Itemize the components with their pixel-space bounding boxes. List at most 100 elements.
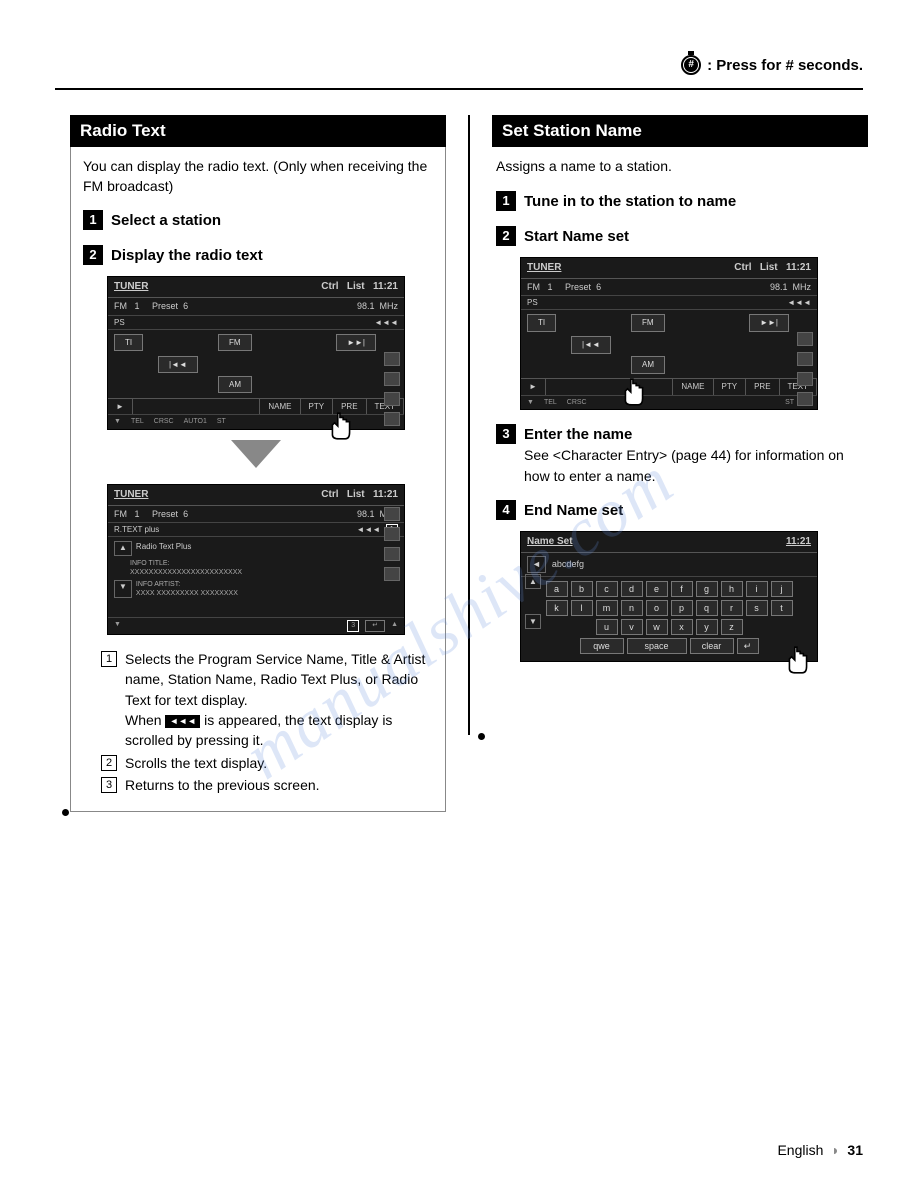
tuner-title: TUNER <box>114 280 148 294</box>
note1-extra-a: When <box>125 712 165 728</box>
kb-key-v[interactable]: v <box>621 619 643 635</box>
scroll-icon-2[interactable]: ◄◄◄ <box>357 525 381 534</box>
kb-key-clear[interactable]: clear <box>690 638 734 654</box>
note-text: Scrolls the text display. <box>125 753 267 773</box>
step-2-left: 2 Display the radio text <box>83 245 433 266</box>
tuner-band-num: 1 <box>135 301 140 311</box>
tuner-preset-num: 6 <box>183 509 188 519</box>
kb-key-c[interactable]: c <box>596 581 618 597</box>
kb-key-j[interactable]: j <box>771 581 793 597</box>
tuner-list: List <box>347 281 365 292</box>
kb-key-space[interactable]: space <box>627 638 687 654</box>
header-note-text: : Press for # seconds. <box>707 57 863 74</box>
step-label: Tune in to the station to name <box>524 191 736 212</box>
kb-key-z[interactable]: z <box>721 619 743 635</box>
step-label: Start Name set <box>524 226 629 247</box>
tuner-band: FM <box>114 509 127 519</box>
btn-am[interactable]: AM <box>631 356 665 373</box>
arrow-up-button[interactable]: ▲ <box>114 541 132 555</box>
btn-next[interactable]: ►►| <box>336 334 376 351</box>
kb-key-t[interactable]: t <box>771 600 793 616</box>
info-title-val: XXXXXXXXXXXXXXXXXXXXXXXX <box>130 568 398 577</box>
tuner-preset-num: 6 <box>596 282 601 292</box>
step-1-right: 1 Tune in to the station to name <box>496 191 864 212</box>
tab-pre[interactable]: PRE <box>746 379 779 394</box>
column-divider <box>468 115 470 735</box>
step-1-left: 1 Select a station <box>83 210 433 231</box>
tab-pty[interactable]: PTY <box>714 379 747 394</box>
tab-play[interactable]: ► <box>108 399 133 414</box>
foot-st: ST <box>785 398 794 408</box>
kb-key-l[interactable]: l <box>571 600 593 616</box>
tuner-ctrl: Ctrl <box>734 262 751 273</box>
tuner-screen-2: TUNER Ctrl List 11:21 FM 1 Preset 6 <box>107 484 405 636</box>
kb-key-n[interactable]: n <box>621 600 643 616</box>
kb-key-qwe[interactable]: qwe <box>580 638 624 654</box>
bullet-dot <box>62 809 69 816</box>
tuner-title: TUNER <box>527 261 561 275</box>
step-label: Display the radio text <box>111 245 263 266</box>
kb-key-w[interactable]: w <box>646 619 668 635</box>
btn-fm[interactable]: FM <box>631 314 665 331</box>
kb-key-q[interactable]: q <box>696 600 718 616</box>
kb-back-arrow[interactable]: ◄ <box>527 556 546 573</box>
kb-key-a[interactable]: a <box>546 581 568 597</box>
kb-key-f[interactable]: f <box>671 581 693 597</box>
tuner-unit: MHz <box>380 301 399 311</box>
kb-key-m[interactable]: m <box>596 600 618 616</box>
left-column: Radio Text You can display the radio tex… <box>70 115 446 812</box>
kb-key-r[interactable]: r <box>721 600 743 616</box>
btn-ti[interactable]: TI <box>527 314 556 331</box>
kb-key-i[interactable]: i <box>746 581 768 597</box>
back-button[interactable]: ↵ <box>365 620 385 632</box>
btn-fm[interactable]: FM <box>218 334 252 351</box>
btn-prev[interactable]: |◄◄ <box>158 356 198 373</box>
kb-key-h[interactable]: h <box>721 581 743 597</box>
info-artist-val: XXXX XXXXXXXXX XXXXXXXX <box>136 589 398 598</box>
footer-lang: English <box>777 1142 823 1158</box>
tuner-ps: PS <box>114 317 125 328</box>
arrow-down-button[interactable]: ▼ <box>114 580 132 598</box>
note-text: Selects the Program Service Name, Title … <box>125 651 425 708</box>
step-num: 3 <box>496 424 516 444</box>
section-header-radio-text: Radio Text <box>70 115 446 147</box>
bullet-dot <box>478 733 485 740</box>
kb-scroll-up[interactable]: ▲ <box>525 574 541 589</box>
header-note: : Press for # seconds. <box>681 55 863 75</box>
tab-name[interactable]: NAME <box>673 379 713 394</box>
kb-key-o[interactable]: o <box>646 600 668 616</box>
kb-key-s[interactable]: s <box>746 600 768 616</box>
btn-am[interactable]: AM <box>218 376 252 393</box>
kb-key-x[interactable]: x <box>671 619 693 635</box>
text-mode: R.TEXT plus <box>114 524 159 535</box>
ann-3: 3 <box>347 620 359 632</box>
btn-ti[interactable]: TI <box>114 334 143 351</box>
tuner-unit: MHz <box>793 282 812 292</box>
step-num: 1 <box>496 191 516 211</box>
kb-enter-button[interactable]: ↵ <box>737 638 759 654</box>
tuner-freq: 98.1 <box>357 509 375 519</box>
kb-key-d[interactable]: d <box>621 581 643 597</box>
section-body-right: Assigns a name to a station. 1 Tune in t… <box>492 147 868 686</box>
tab-name[interactable]: NAME <box>260 399 300 414</box>
tuner-list: List <box>347 489 365 500</box>
section-body-left: You can display the radio text. (Only wh… <box>70 147 446 812</box>
kb-key-u[interactable]: u <box>596 619 618 635</box>
kb-key-k[interactable]: k <box>546 600 568 616</box>
foot-tel: TEL <box>131 417 144 427</box>
tuner-freq: 98.1 <box>357 301 375 311</box>
rt-plus: Radio Text Plus <box>136 541 191 555</box>
btn-prev[interactable]: |◄◄ <box>571 336 611 353</box>
kb-scroll-down[interactable]: ▼ <box>525 614 541 629</box>
step-label: Enter the name <box>524 424 632 445</box>
kb-key-p[interactable]: p <box>671 600 693 616</box>
kb-key-e[interactable]: e <box>646 581 668 597</box>
scroll-icon: ◄◄◄ <box>374 317 398 328</box>
tab-play[interactable]: ► <box>521 379 546 394</box>
btn-next[interactable]: ►►| <box>749 314 789 331</box>
down-arrow-icon <box>107 440 405 474</box>
scroll-glyph-icon: ◄◄◄ <box>165 715 200 728</box>
kb-key-g[interactable]: g <box>696 581 718 597</box>
kb-key-y[interactable]: y <box>696 619 718 635</box>
kb-key-b[interactable]: b <box>571 581 593 597</box>
